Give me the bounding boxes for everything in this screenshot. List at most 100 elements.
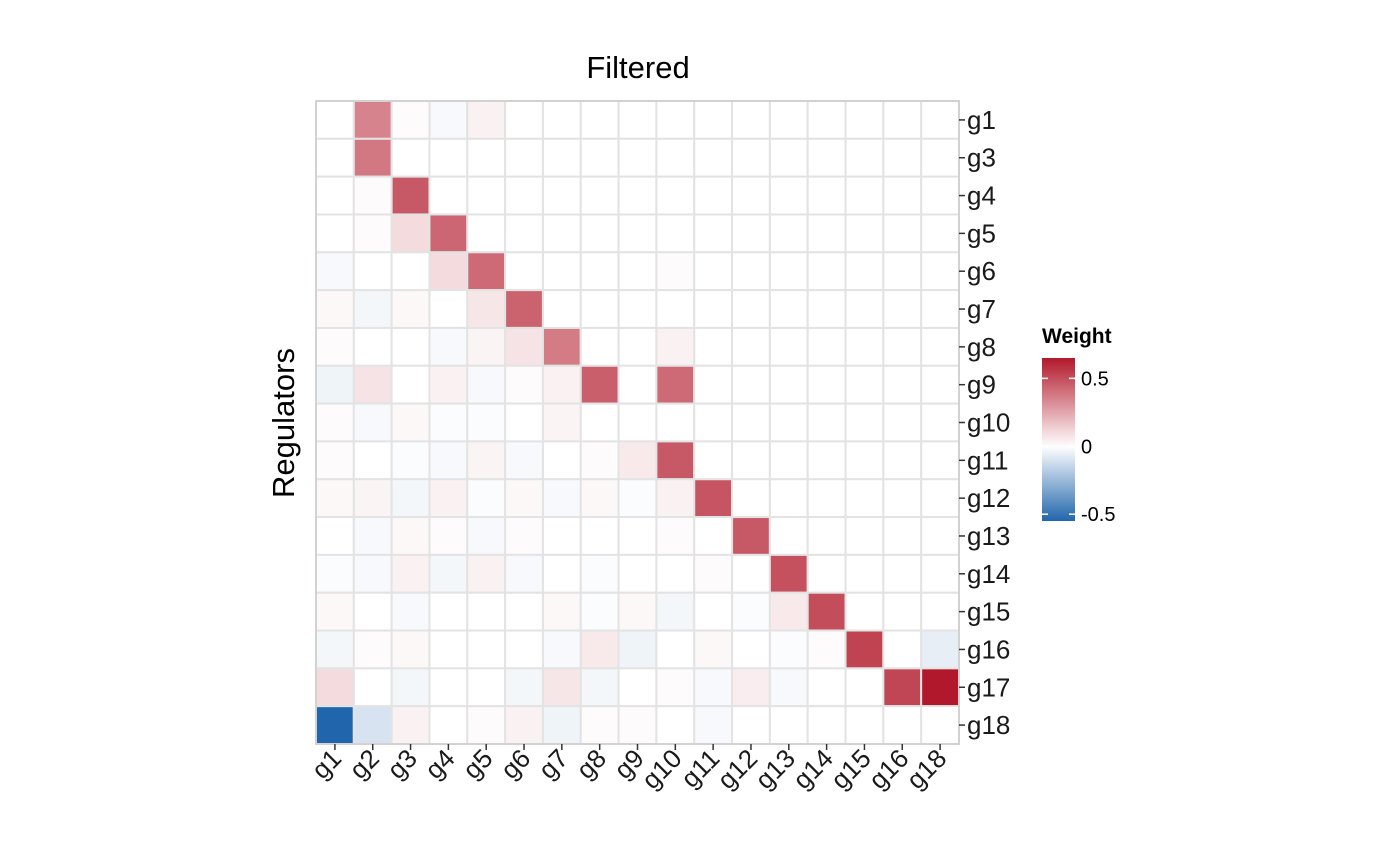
- legend: Weight 0.5 0 -0.5: [1042, 325, 1115, 526]
- heatmap-cell-g5-g2: [352, 213, 393, 254]
- heatmap-cell-g14-g12: [731, 553, 771, 594]
- heatmap-cell-g13-g1: [315, 516, 355, 556]
- heatmap-cell-g8-g3: [390, 326, 431, 367]
- heatmap-cell-g14-g6: [504, 553, 544, 594]
- heatmap-cell-g5-g14: [806, 213, 847, 254]
- heatmap-cell-g17-g1: [315, 667, 355, 708]
- heatmap-cell-g10-g2: [352, 402, 393, 443]
- y-tick-label: g13: [967, 521, 1010, 551]
- heatmap-cell-g12-g11: [693, 478, 734, 519]
- heatmap-cell-g13-g8: [579, 516, 620, 556]
- heatmap-cell-g4-g6: [504, 175, 544, 216]
- heatmap-cell-g5-g3: [390, 213, 431, 254]
- heatmap-cell-g1-g3: [390, 100, 431, 140]
- heatmap-cell-g15-g16: [882, 591, 923, 632]
- heatmap-cell-g15-g13: [768, 591, 809, 632]
- heatmap-cell-g17-g16: [882, 667, 923, 708]
- heatmap-cell-g9-g14: [806, 364, 847, 405]
- heatmap-cell-g13-g2: [352, 516, 393, 556]
- heatmap-cell-g14-g14: [806, 553, 847, 594]
- heatmap-cell-g11-g18: [920, 440, 960, 481]
- heatmap-cell-g14-g18: [920, 553, 960, 594]
- heatmap-cell-g8-g18: [920, 326, 960, 367]
- x-tick-label: g2: [343, 743, 385, 785]
- heatmap-cell-g3-g16: [882, 137, 923, 178]
- heatmap-cell-g11-g7: [541, 440, 582, 481]
- heatmap-cell-g1-g11: [693, 100, 734, 140]
- heatmap-cell-g12-g15: [844, 478, 885, 519]
- heatmap-cell-g7-g14: [806, 289, 847, 329]
- heatmap-cell-g3-g15: [844, 137, 885, 178]
- heatmap-cell-g5-g11: [693, 213, 734, 254]
- heatmap-cell-g12-g16: [882, 478, 923, 519]
- heatmap-cell-g10-g1: [315, 402, 355, 443]
- heatmap-cell-g10-g4: [428, 402, 469, 443]
- heatmap-cell-g10-g11: [693, 402, 734, 443]
- heatmap-cell-g18-g18: [920, 705, 960, 745]
- heatmap-cell-g10-g7: [541, 402, 582, 443]
- heatmap-cell-g6-g2: [352, 251, 393, 292]
- heatmap-cell-g15-g6: [504, 591, 544, 632]
- heatmap-cell-g17-g12: [731, 667, 771, 708]
- heatmap-cell-g9-g3: [390, 364, 431, 405]
- heatmap-cell-g6-g15: [844, 251, 885, 292]
- heatmap-cell-g10-g9: [617, 402, 658, 443]
- legend-ticks: 0.5 0 -0.5: [1042, 368, 1115, 526]
- heatmap-cell-g5-g10: [655, 213, 696, 254]
- heatmap-cell-g16-g16: [882, 629, 923, 670]
- heatmap-cell-g8-g9: [617, 326, 658, 367]
- heatmap-cell-g6-g12: [731, 251, 771, 292]
- heatmap-cell-g10-g12: [731, 402, 771, 443]
- heatmap-cell-g8-g7: [541, 326, 582, 367]
- heatmap-cell-g10-g14: [806, 402, 847, 443]
- heatmap-cell-g16-g11: [693, 629, 734, 670]
- heatmap-cell-g8-g15: [844, 326, 885, 367]
- heatmap-cell-g18-g15: [844, 705, 885, 745]
- heatmap-cell-g4-g5: [466, 175, 507, 216]
- heatmap-cell-g18-g14: [806, 705, 847, 745]
- heatmap-cell-g10-g18: [920, 402, 960, 443]
- heatmap-cell-g17-g14: [806, 667, 847, 708]
- heatmap-cell-g11-g10: [655, 440, 696, 481]
- heatmap-cell-g4-g15: [844, 175, 885, 216]
- heatmap-cell-g16-g12: [731, 629, 771, 670]
- heatmap-cell-g1-g12: [731, 100, 771, 140]
- heatmap-cell-g15-g1: [315, 591, 355, 632]
- heatmap-cell-g7-g18: [920, 289, 960, 329]
- heatmap-cell-g13-g9: [617, 516, 658, 556]
- heatmap-cell-g5-g7: [541, 213, 582, 254]
- y-tick-label: g9: [967, 370, 996, 400]
- heatmap-cell-g1-g2: [352, 100, 393, 140]
- heatmap-cell-g7-g3: [390, 289, 431, 329]
- y-tick-label: g5: [967, 218, 996, 248]
- heatmap-cell-g17-g9: [617, 667, 658, 708]
- heatmap-cell-g6-g10: [655, 251, 696, 292]
- heatmap-cell-g1-g15: [844, 100, 885, 140]
- heatmap-cell-g11-g5: [466, 440, 507, 481]
- heatmap-cell-g1-g16: [882, 100, 923, 140]
- heatmap-cell-g13-g7: [541, 516, 582, 556]
- heatmap-cell-g14-g7: [541, 553, 582, 594]
- heatmap-cell-g13-g4: [428, 516, 469, 556]
- heatmap-cell-g9-g5: [466, 364, 507, 405]
- heatmap-cell-g4-g8: [579, 175, 620, 216]
- heatmap-cell-g13-g14: [806, 516, 847, 556]
- y-tick-label: g1: [967, 105, 996, 135]
- heatmap-cell-g12-g4: [428, 478, 469, 519]
- heatmap-cell-g12-g8: [579, 478, 620, 519]
- heatmap-cell-g1-g18: [920, 100, 960, 140]
- heatmap-cell-g18-g4: [428, 705, 469, 745]
- y-tick-label: g15: [967, 597, 1010, 627]
- heatmap-cell-g12-g1: [315, 478, 355, 519]
- y-axis-ticks: g1 g3 g4 g5 g6 g7 g8 g9 g10 g11 g12 g13 g14 g15 g16 g17…: [959, 105, 1010, 740]
- heatmap-cell-g18-g8: [579, 705, 620, 745]
- heatmap-cell-g4-g11: [693, 175, 734, 216]
- heatmap-cell-g7-g15: [844, 289, 885, 329]
- heatmap-cell-g8-g8: [579, 326, 620, 367]
- heatmap-cell-g18-g3: [390, 705, 431, 745]
- heatmap-cell-g4-g16: [882, 175, 923, 216]
- heatmap-cell-g4-g1: [315, 175, 355, 216]
- heatmap-cell-g15-g11: [693, 591, 734, 632]
- heatmap-cell-g13-g10: [655, 516, 696, 556]
- heatmap-cell-g15-g7: [541, 591, 582, 632]
